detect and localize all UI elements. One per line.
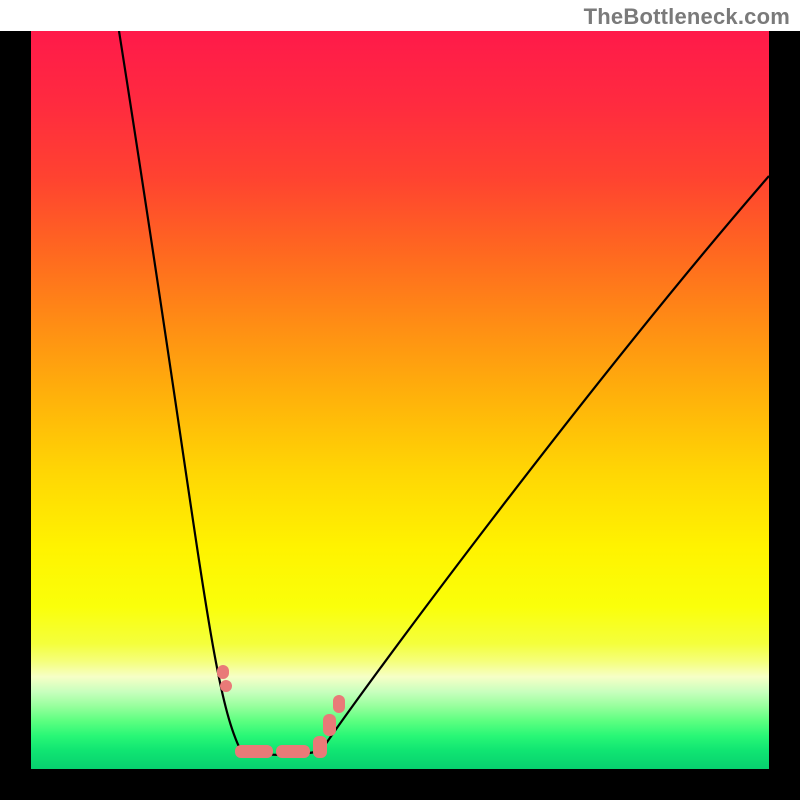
plot-area xyxy=(31,31,769,769)
plot-black-frame xyxy=(0,31,800,800)
curve-marker xyxy=(276,745,310,758)
curve-marker xyxy=(323,714,336,736)
curve-marker xyxy=(333,695,345,713)
curve-marker xyxy=(220,680,232,692)
chart-svg xyxy=(31,31,769,769)
gradient-background xyxy=(31,31,769,769)
curve-marker xyxy=(235,745,273,758)
curve-marker xyxy=(313,736,327,758)
curve-marker xyxy=(217,665,229,679)
watermark-text: TheBottleneck.com xyxy=(584,4,790,30)
